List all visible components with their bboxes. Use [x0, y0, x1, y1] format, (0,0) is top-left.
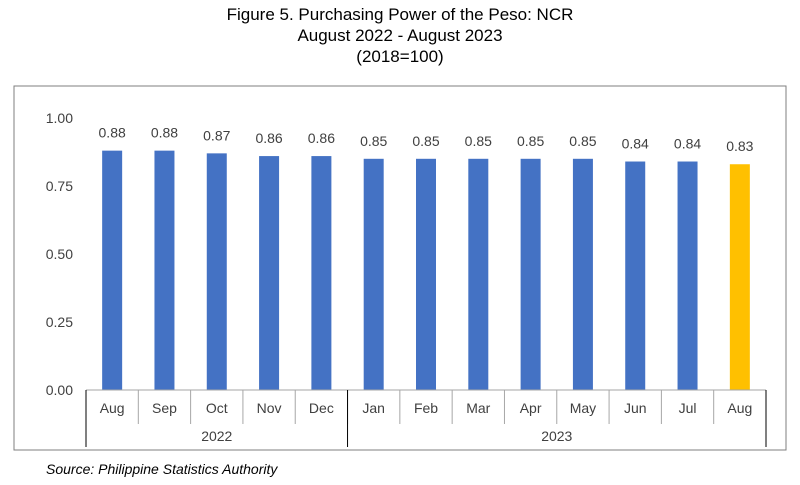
x-tick-label: Dec — [309, 400, 334, 416]
bar — [729, 164, 750, 390]
source-note: Source: Philippine Statistics Authority — [46, 461, 278, 477]
data-label: 0.84 — [622, 136, 649, 152]
y-axis: 0.00 0.25 0.50 0.75 1.00 — [46, 110, 73, 398]
bar — [259, 156, 280, 390]
x-tick-label: Nov — [257, 400, 282, 416]
bar — [206, 153, 227, 390]
x-tick-label: Mar — [466, 400, 490, 416]
data-label: 0.88 — [99, 125, 126, 141]
bar — [468, 158, 489, 390]
bars: 0.88 0.88 0.87 0.86 0.86 0.85 0.85 0.85 0.85 0.85… — [99, 125, 754, 390]
y-tick-label: 0.75 — [46, 178, 73, 194]
x-axis: Aug Sep Oct Nov Dec Jan Feb Mar Apr May Jun Jul Aug 2… — [85, 389, 767, 447]
y-tick-label: 0.00 — [46, 382, 73, 398]
chart-subtitle: August 2022 - August 2023 — [297, 26, 503, 45]
data-label: 0.83 — [726, 138, 753, 154]
data-label: 0.87 — [203, 127, 230, 143]
y-tick-label: 0.50 — [46, 246, 73, 262]
bar — [102, 150, 123, 390]
x-tick-label: May — [570, 400, 596, 416]
data-label: 0.86 — [255, 130, 282, 146]
x-tick-label: Apr — [520, 400, 542, 416]
year-label: 2023 — [541, 428, 572, 444]
x-tick-label: Oct — [206, 400, 228, 416]
bar — [572, 158, 593, 390]
chart-base-year: (2018=100) — [356, 47, 444, 66]
data-label: 0.85 — [412, 133, 439, 149]
x-tick-label: Jun — [624, 400, 647, 416]
bar — [154, 150, 175, 390]
data-label: 0.85 — [517, 133, 544, 149]
data-label: 0.85 — [465, 133, 492, 149]
x-tick-label: Aug — [100, 400, 125, 416]
data-label: 0.88 — [151, 125, 178, 141]
x-tick-label: Aug — [727, 400, 752, 416]
bar — [416, 158, 436, 390]
data-label: 0.86 — [308, 130, 335, 146]
chart-title: Figure 5. Purchasing Power of the Peso: … — [226, 5, 574, 24]
x-tick-label: Feb — [414, 400, 438, 416]
x-tick-label: Sep — [152, 400, 177, 416]
bar — [311, 156, 332, 390]
year-label: 2022 — [201, 428, 232, 444]
chart-title-block: Figure 5. Purchasing Power of the Peso: … — [0, 4, 800, 67]
y-tick-label: 1.00 — [46, 110, 73, 126]
bar — [625, 161, 646, 390]
data-label: 0.85 — [360, 133, 387, 149]
y-tick-label: 0.25 — [46, 314, 73, 330]
bar — [520, 158, 541, 390]
chart-frame — [13, 85, 787, 451]
x-tick-label: Jan — [362, 400, 385, 416]
bar — [363, 158, 384, 390]
bar — [677, 161, 698, 390]
data-label: 0.85 — [569, 133, 596, 149]
data-label: 0.84 — [674, 136, 701, 152]
x-tick-label: Jul — [679, 400, 697, 416]
